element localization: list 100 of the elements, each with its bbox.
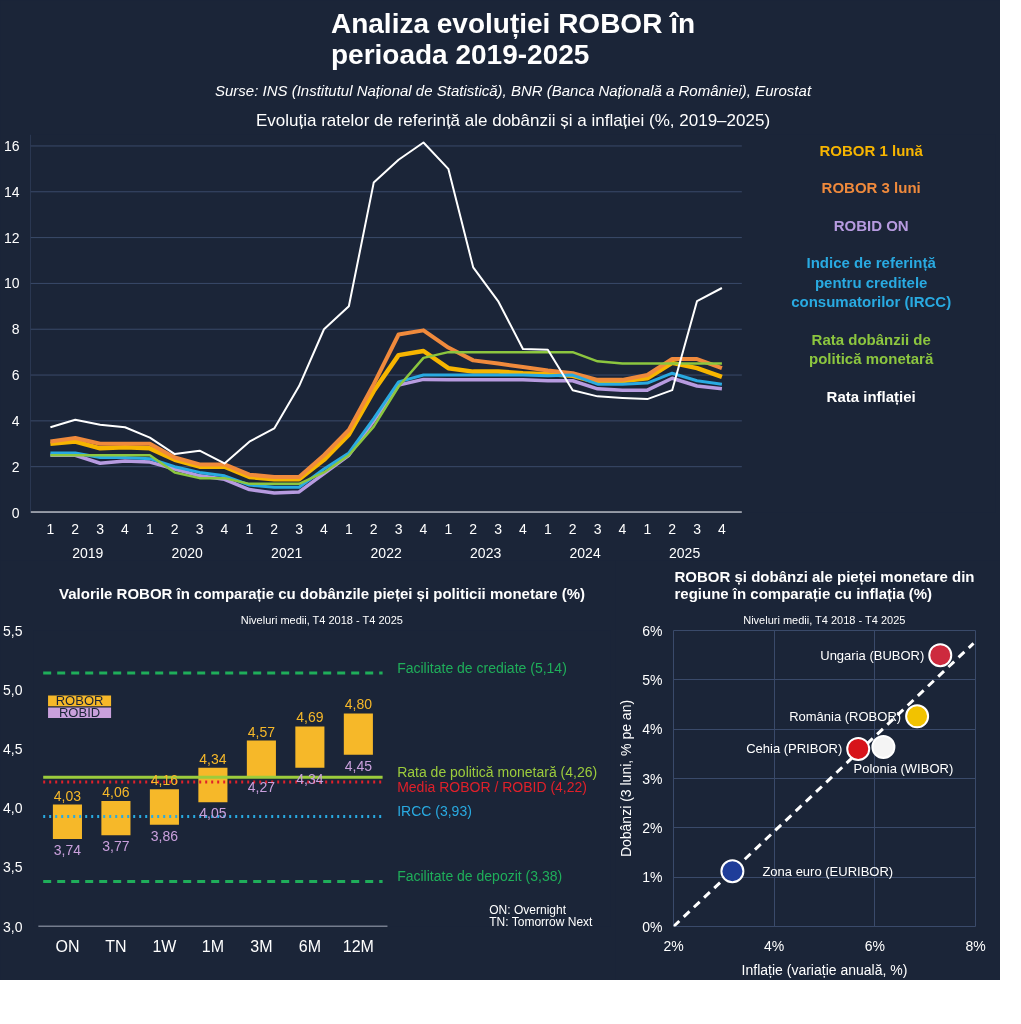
- y-tick-label: 0: [11, 504, 20, 521]
- y-tick-label: 8: [11, 321, 20, 338]
- x-tick-label: ON: [55, 937, 80, 955]
- y-tick-label: 5,5: [3, 622, 23, 639]
- x-tick-label: 8%: [965, 937, 986, 954]
- x-tick-label: 4: [419, 520, 428, 537]
- bar: [101, 801, 131, 836]
- annotation: 3,74: [53, 841, 82, 858]
- y-tick-label: 4: [11, 412, 20, 429]
- x-tick-label: 2: [668, 520, 677, 537]
- y-tick-label: 3,5: [3, 859, 23, 876]
- y-tick-label: 4,0: [3, 800, 23, 817]
- ref-line-label: Facilitate de crediate (5,14): [397, 659, 567, 676]
- annotation: Ungaria (BUBOR): [820, 647, 925, 663]
- y-tick-label: 1%: [642, 869, 663, 886]
- x-tick-label: 2: [270, 520, 279, 537]
- y-tick-label: 3,0: [3, 918, 23, 935]
- x-tick-label: 4: [519, 520, 528, 537]
- x-tick-label: 1: [543, 520, 552, 537]
- text: ROBOR 3 luni: [821, 179, 921, 197]
- y-tick-label: 3%: [642, 770, 663, 787]
- x-tick-label: 2: [568, 520, 577, 537]
- x-tick-label: 4: [320, 520, 329, 537]
- annotation: 4,80: [344, 696, 373, 713]
- ref-line-label: Facilitate de depozit (3,38): [397, 868, 563, 885]
- point: [871, 734, 896, 759]
- point: [928, 643, 953, 668]
- x-tick-label: 3: [693, 520, 702, 537]
- chart-title: Analiza evoluției ROBOR în perioada 2019-2025: [330, 7, 696, 70]
- text: ROBOR 1 lună: [819, 142, 924, 160]
- x-tick-label: 4: [618, 520, 627, 537]
- x-axis-title: Inflație (variație anuală, %): [741, 961, 908, 978]
- ref-line-label: IRCC (3,93): [397, 803, 472, 820]
- point: [846, 736, 871, 761]
- x-tick-label: 1: [444, 520, 453, 537]
- annotation: 4,34: [296, 770, 324, 787]
- point: [905, 704, 930, 729]
- text: Surse: INS (Institutul Național de Statistică), BNR (Banca Națională a României), Eurostat: [214, 81, 812, 99]
- x-tick-label: 4: [121, 520, 130, 537]
- y-axis-title: Dobânzi (3 luni, % pe an): [618, 699, 635, 858]
- x-tick-label: 6%: [864, 937, 885, 954]
- y-tick-label: 6: [11, 367, 20, 384]
- annotation: 4,69: [296, 709, 324, 726]
- x-tick-label: 4: [220, 520, 229, 537]
- chart-title: ROBOR și dobânzi ale pieței monetare din regiune în comparație cu inflația (%): [674, 567, 975, 602]
- x-tick-label: 2: [369, 520, 378, 537]
- x-tick-label: 1: [245, 520, 254, 537]
- bar: [246, 740, 276, 777]
- x-tick-label: 2%: [663, 937, 684, 954]
- text: Indice de referință pentru creditele consumatorilor (IRCC): [791, 254, 952, 311]
- x-tick-label: 1: [145, 520, 154, 537]
- x-tick-label: 12M: [342, 937, 374, 955]
- x-tick-label: TN: [105, 937, 127, 955]
- text: Rata dobânzii de politică monetară: [809, 330, 934, 368]
- chart-subtitle: Evoluția ratelor de referință ale dobânzii și a inflației (%, 2019–2025): [255, 110, 771, 130]
- x-tick-label: 3: [593, 520, 602, 537]
- annotation: 4,34: [199, 750, 227, 767]
- y-tick-label: 4,5: [3, 740, 23, 757]
- x-tick-label: 1M: [201, 937, 225, 955]
- line-series: [48, 328, 724, 479]
- text: 2020: [171, 544, 203, 561]
- text: 2024: [569, 544, 601, 561]
- x-tick-label: 1: [344, 520, 353, 537]
- chart-title: Valorile ROBOR în comparație cu dobânzile pieței și politicii monetare (%): [59, 584, 585, 602]
- text: 2023: [470, 544, 502, 561]
- x-tick-label: 3: [394, 520, 403, 537]
- annotation: Cehia (PRIBOR): [746, 741, 843, 757]
- ref-line-label: Rata de politică monetară (4,26): [397, 764, 598, 781]
- x-tick-label: 2: [71, 520, 80, 537]
- annotation: 4,45: [344, 757, 373, 774]
- point: [720, 859, 745, 884]
- y-tick-label: 4%: [642, 721, 663, 738]
- annotation: 3,77: [102, 838, 130, 855]
- x-tick-label: 1W: [152, 937, 178, 955]
- annotation: 4,57: [247, 723, 276, 740]
- annotation: 3,86: [150, 827, 179, 844]
- y-tick-label: 14: [3, 183, 20, 200]
- bar: [343, 713, 373, 755]
- x-tick-label: 3: [195, 520, 204, 537]
- x-tick-label: 3: [494, 520, 503, 537]
- y-tick-label: 6%: [642, 622, 663, 639]
- x-tick-label: 3M: [250, 937, 273, 955]
- y-tick-label: 16: [3, 137, 20, 154]
- x-tick-label: 4%: [764, 937, 785, 954]
- x-tick-label: 1: [643, 520, 652, 537]
- y-tick-label: 12: [3, 229, 20, 246]
- y-tick-label: 2%: [642, 819, 663, 836]
- chart-subtitle: Niveluri medii, T4 2018 - T4 2025: [240, 613, 403, 626]
- text: ON: Overnight: [489, 902, 567, 917]
- bar: [52, 804, 82, 839]
- y-tick-label: 5,0: [3, 681, 23, 698]
- x-tick-label: 3: [96, 520, 105, 537]
- text: 2019: [72, 544, 104, 561]
- line-series: [49, 141, 723, 465]
- y-tick-label: 0%: [642, 918, 663, 935]
- y-tick-label: 10: [3, 275, 20, 292]
- annotation: Zona euro (EURIBOR): [762, 863, 894, 879]
- x-tick-label: 1: [46, 520, 55, 537]
- text: 2025: [669, 544, 701, 561]
- annotation: 4,27: [247, 779, 276, 796]
